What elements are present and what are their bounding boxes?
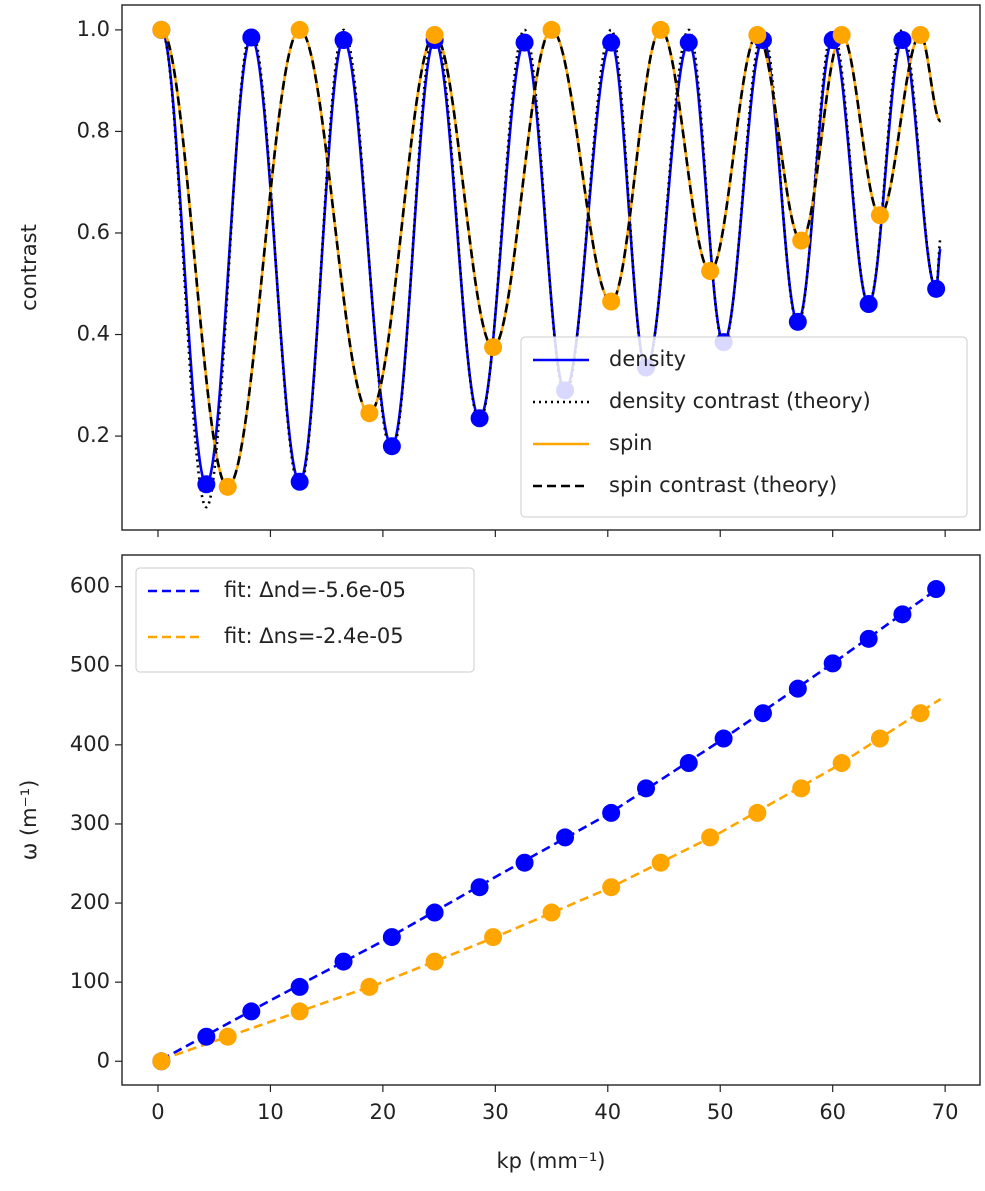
marker xyxy=(470,878,489,897)
marker xyxy=(382,437,401,456)
marker xyxy=(218,477,237,496)
marker xyxy=(748,803,767,822)
marker xyxy=(748,25,767,44)
marker xyxy=(637,779,656,798)
marker xyxy=(679,754,698,773)
marker xyxy=(470,409,489,428)
marker xyxy=(197,475,216,494)
marker xyxy=(602,33,621,52)
marker xyxy=(832,754,851,773)
marker xyxy=(701,262,720,281)
marker xyxy=(701,828,720,847)
marker xyxy=(425,25,444,44)
marker xyxy=(679,33,698,52)
marker xyxy=(290,20,309,39)
marker xyxy=(515,853,534,872)
marker xyxy=(242,1002,261,1021)
legend-label: density xyxy=(609,347,686,371)
marker xyxy=(290,977,309,996)
marker xyxy=(927,279,946,298)
marker xyxy=(823,654,842,673)
marker xyxy=(218,1027,237,1046)
y-axis-label: ω (m⁻¹) xyxy=(17,780,41,861)
marker xyxy=(334,952,353,971)
marker xyxy=(290,1002,309,1021)
marker xyxy=(425,952,444,971)
y-tick-label: 0.2 xyxy=(77,423,110,447)
y-tick-label: 0.4 xyxy=(77,322,110,346)
legend-label: spin contrast (theory) xyxy=(609,473,837,497)
legend-label: density contrast (theory) xyxy=(609,389,871,413)
marker xyxy=(788,679,807,698)
marker xyxy=(602,878,621,897)
marker xyxy=(197,1027,216,1046)
marker xyxy=(911,704,930,723)
marker xyxy=(911,25,930,44)
legend-label: fit: Δns=-2.4e-05 xyxy=(224,624,404,648)
x-tick-label: 20 xyxy=(370,1100,397,1124)
marker xyxy=(792,231,811,250)
marker xyxy=(242,28,261,47)
marker xyxy=(870,729,889,748)
series-line xyxy=(160,697,942,1061)
y-axis-label: contrast xyxy=(17,224,41,311)
legend-box xyxy=(520,336,968,518)
marker xyxy=(602,803,621,822)
marker xyxy=(651,853,670,872)
marker xyxy=(893,605,912,624)
x-tick-label: 30 xyxy=(482,1100,509,1124)
y-tick-label: 100 xyxy=(70,969,110,993)
marker xyxy=(484,928,503,947)
marker xyxy=(870,206,889,225)
x-tick-label: 60 xyxy=(819,1100,846,1124)
y-tick-label: 0 xyxy=(97,1048,110,1072)
marker xyxy=(542,20,561,39)
marker xyxy=(152,1052,171,1071)
marker xyxy=(542,903,561,922)
marker xyxy=(602,292,621,311)
x-tick-label: 40 xyxy=(594,1100,621,1124)
y-tick-label: 400 xyxy=(70,732,110,756)
y-tick-label: 500 xyxy=(70,653,110,677)
y-tick-label: 0.8 xyxy=(77,118,110,142)
marker xyxy=(484,338,503,357)
series-line xyxy=(160,585,942,1061)
marker xyxy=(788,312,807,331)
legend-label: fit: Δnd=-5.6e-05 xyxy=(224,578,406,602)
marker xyxy=(927,580,946,599)
x-axis-label: kp (mm⁻¹) xyxy=(497,1149,606,1173)
x-tick-label: 70 xyxy=(932,1100,959,1124)
y-tick-label: 0.6 xyxy=(77,220,110,244)
y-tick-label: 600 xyxy=(70,574,110,598)
legend-label: spin xyxy=(609,431,652,455)
marker xyxy=(515,33,534,52)
axes-frame xyxy=(121,4,981,531)
marker xyxy=(753,704,772,723)
x-tick-label: 50 xyxy=(707,1100,734,1124)
marker xyxy=(893,31,912,50)
marker xyxy=(714,729,733,748)
marker xyxy=(859,629,878,648)
y-tick-label: 300 xyxy=(70,811,110,835)
marker xyxy=(382,928,401,947)
x-tick-label: 0 xyxy=(151,1100,164,1124)
marker xyxy=(832,25,851,44)
marker xyxy=(425,903,444,922)
y-tick-label: 200 xyxy=(70,890,110,914)
axes-frame xyxy=(121,554,981,1086)
marker xyxy=(556,828,575,847)
plot-area xyxy=(152,580,946,1071)
marker xyxy=(290,472,309,491)
legend-box xyxy=(135,567,475,673)
marker xyxy=(360,404,379,423)
x-tick-label: 10 xyxy=(257,1100,284,1124)
marker xyxy=(334,31,353,50)
marker xyxy=(360,977,379,996)
y-tick-label: 1.0 xyxy=(77,17,110,41)
marker xyxy=(859,295,878,314)
marker xyxy=(792,779,811,798)
marker xyxy=(152,20,171,39)
marker xyxy=(651,20,670,39)
